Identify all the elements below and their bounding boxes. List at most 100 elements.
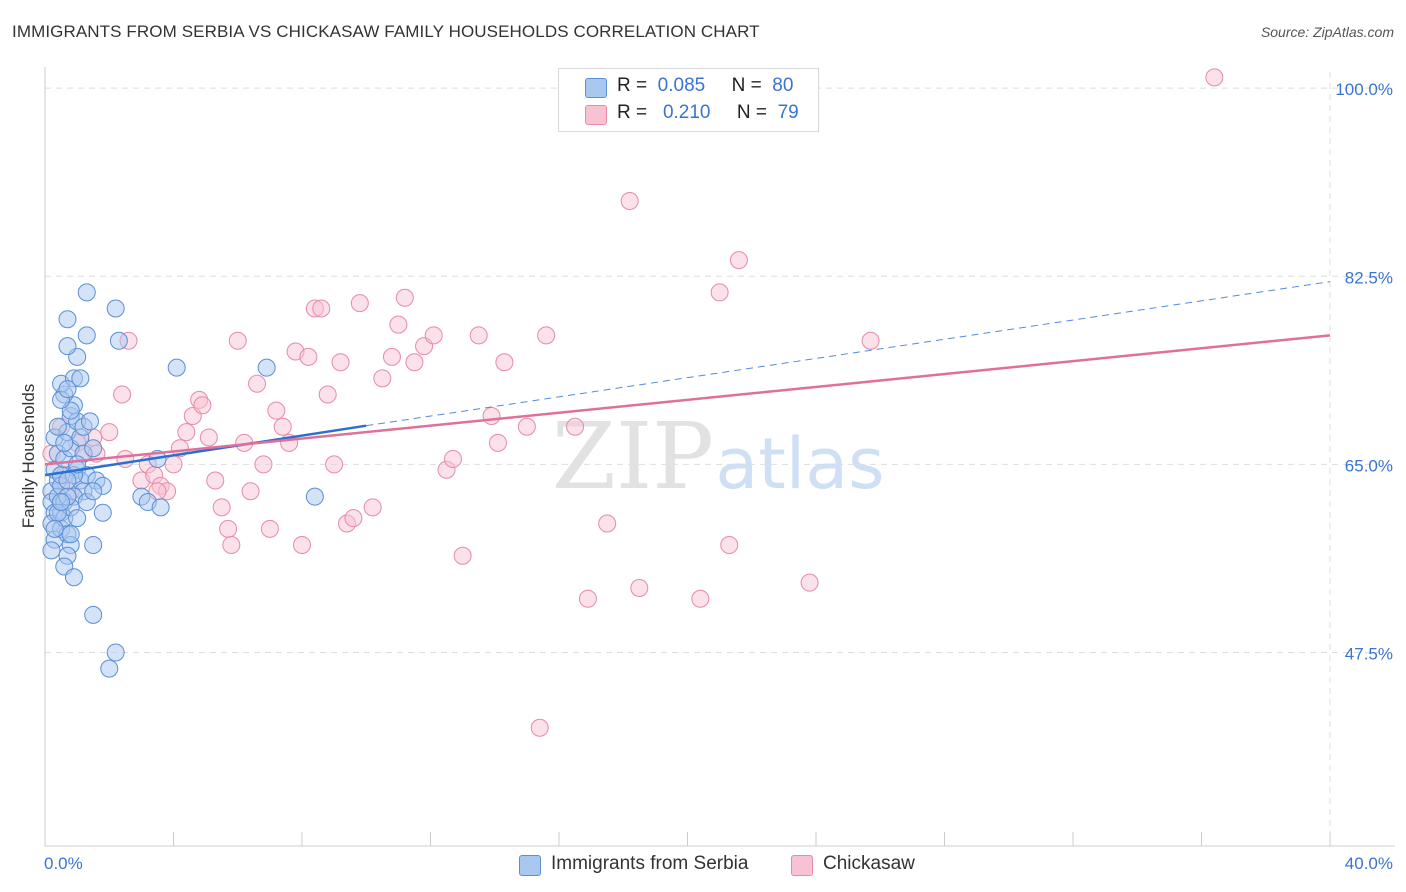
data-point-serbia [42,541,61,560]
data-point-serbia [58,380,77,399]
data-point-chickasaw [566,417,585,436]
data-point-chickasaw [318,385,337,404]
data-point-chickasaw [537,326,556,345]
bottom-legend-swatch-blue [519,855,541,876]
data-point-chickasaw [630,579,649,597]
data-point-serbia [55,433,74,452]
chickasaw-points [42,68,1224,737]
data-point-serbia [167,358,186,377]
data-point-serbia [77,326,96,345]
x-tick-label: 0.0% [44,854,83,873]
data-point-chickasaw [212,498,231,517]
data-point-chickasaw [800,573,819,592]
bottom-legend-swatch-pink [791,855,813,876]
data-point-chickasaw [453,546,472,565]
trend-line-serbia [44,424,367,477]
data-point-serbia [257,358,276,377]
data-point-serbia [84,482,103,501]
data-point-serbia [77,283,96,302]
data-point-chickasaw [382,347,401,366]
data-point-chickasaw [299,347,318,366]
chart-title: IMMIGRANTS FROM SERBIA VS CHICKASAW FAMI… [12,22,760,41]
legend-n-value: 79 [777,102,799,123]
data-point-chickasaw [710,283,729,302]
data-point-chickasaw [273,417,292,436]
data-point-serbia [100,659,119,678]
data-point-chickasaw [113,385,132,404]
data-point-serbia [93,503,112,522]
data-point-chickasaw [325,455,344,474]
bottom-legend-label: Immigrants from Serbia [551,853,749,874]
data-point-chickasaw [219,519,238,538]
data-point-chickasaw [395,288,414,307]
data-point-chickasaw [443,450,462,468]
legend-swatch-pink [585,105,607,125]
x-tick-label: 40.0% [1345,854,1393,873]
y-tick-label: 100.0% [1335,80,1393,99]
data-point-chickasaw [331,353,350,372]
data-point-chickasaw [241,482,260,501]
data-point-serbia [48,417,67,436]
data-point-serbia [305,487,324,506]
data-point-serbia [71,369,90,388]
data-point-serbia [84,605,103,624]
data-point-chickasaw [720,536,739,554]
data-point-chickasaw [254,455,273,474]
data-point-chickasaw [228,331,247,350]
data-point-serbia [52,493,71,511]
data-point-chickasaw [729,251,748,270]
data-point-chickasaw [193,396,212,415]
data-point-serbia [64,568,83,587]
y-tick-label: 82.5% [1345,268,1393,287]
data-point-chickasaw [164,455,183,474]
serbia-points [42,283,324,678]
data-point-serbia [58,337,77,356]
trend-lines [44,281,1331,477]
legend-n-value: 80 [772,75,794,96]
data-point-chickasaw [861,331,880,350]
legend-n-label: N = [736,102,768,123]
data-point-serbia [58,471,77,490]
legend-r-label: R = [617,102,648,123]
trend-line-chickasaw [44,334,1331,466]
data-point-chickasaw [373,369,392,388]
data-point-chickasaw [199,428,218,447]
data-point-serbia [151,498,170,517]
data-point-chickasaw [578,589,597,608]
data-point-chickasaw [389,315,408,334]
y-tick-label: 65.0% [1345,456,1393,475]
legend-swatch-blue [585,78,607,98]
data-point-chickasaw [1205,68,1224,87]
legend-r-value: 0.085 [657,75,706,96]
y-axis-label: Family Households [19,384,38,529]
data-point-chickasaw [312,299,331,318]
data-point-chickasaw [222,536,241,554]
watermark: ZIP atlas [552,403,885,510]
data-point-serbia [106,299,125,318]
trend-line-serbia-extended [366,281,1331,427]
data-point-chickasaw [598,514,617,533]
data-point-serbia [68,509,87,528]
data-point-chickasaw [495,353,514,372]
source-label: Source: ZipAtlas.com [1260,24,1394,40]
data-point-serbia [80,412,99,431]
data-point-chickasaw [488,433,507,452]
data-point-chickasaw [350,294,369,313]
data-point-chickasaw [267,401,286,420]
data-point-chickasaw [344,509,363,528]
legend-r-value: 0.210 [662,102,711,123]
data-point-serbia [84,439,103,458]
data-point-chickasaw [293,536,311,554]
data-point-chickasaw [517,417,536,436]
data-point-chickasaw [100,423,119,442]
data-point-chickasaw [260,519,279,538]
data-point-chickasaw [424,326,443,345]
data-point-chickasaw [469,326,488,345]
legend-r-label: R = [617,75,648,96]
data-point-chickasaw [620,192,639,210]
data-point-serbia [45,519,64,538]
y-tick-label: 47.5% [1345,645,1393,664]
data-point-chickasaw [116,450,135,468]
data-point-serbia [109,331,128,350]
correlation-legend: R = 0.085 N = 80 R = 0.210 N = 79 [558,68,819,132]
